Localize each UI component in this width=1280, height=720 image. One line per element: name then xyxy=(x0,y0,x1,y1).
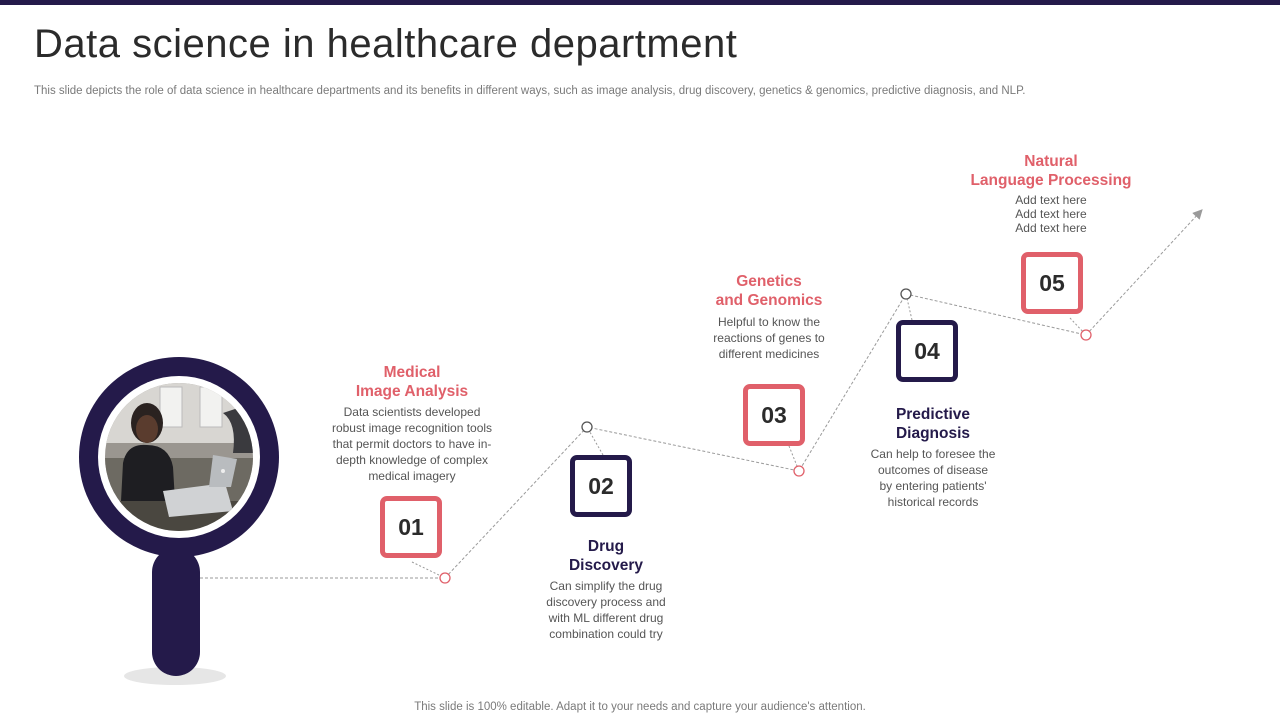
step-03-title: Genetics and Genomics xyxy=(715,273,823,309)
node-circle xyxy=(793,465,805,477)
step-01-description: Data scientists developed robust image re… xyxy=(331,405,493,483)
magnifier-shadow xyxy=(124,667,226,685)
node-circle xyxy=(1080,329,1092,341)
step-05-number-box: 05 xyxy=(1021,252,1083,314)
step-02-title: Drug Discovery xyxy=(568,538,644,574)
step-02-description: Can simplify the drug discovery process a… xyxy=(546,579,666,641)
node-circle xyxy=(900,288,912,300)
step-01-number-box: 01 xyxy=(380,496,442,558)
step-02-number-box: 02 xyxy=(570,455,632,517)
step-04-description: Can help to foresee the outcomes of disea… xyxy=(870,447,996,509)
step-05-title: Natural Language Processing xyxy=(970,153,1132,189)
step-04-number-box: 04 xyxy=(896,320,958,382)
doctor-photo xyxy=(105,383,253,531)
node-circle xyxy=(439,572,451,584)
step-01-title: Medical Image Analysis xyxy=(355,364,469,400)
step-03-number-box: 03 xyxy=(743,384,805,446)
node-circle xyxy=(581,421,593,433)
page-subtitle: This slide depicts the role of data scie… xyxy=(34,85,1026,97)
arrow-icon xyxy=(1085,209,1203,336)
footer-note: This slide is 100% editable. Adapt it to… xyxy=(414,701,866,713)
step-05-description: Add text here Add text here Add text here xyxy=(1015,193,1087,235)
step-04-title: Predictive Diagnosis xyxy=(895,406,971,442)
step-03-description: Helpful to know the reactions of genes to… xyxy=(713,315,825,361)
magnifier-handle xyxy=(152,548,200,676)
page-title: Data science in healthcare department xyxy=(34,22,738,66)
top-accent-bar xyxy=(0,0,1280,5)
